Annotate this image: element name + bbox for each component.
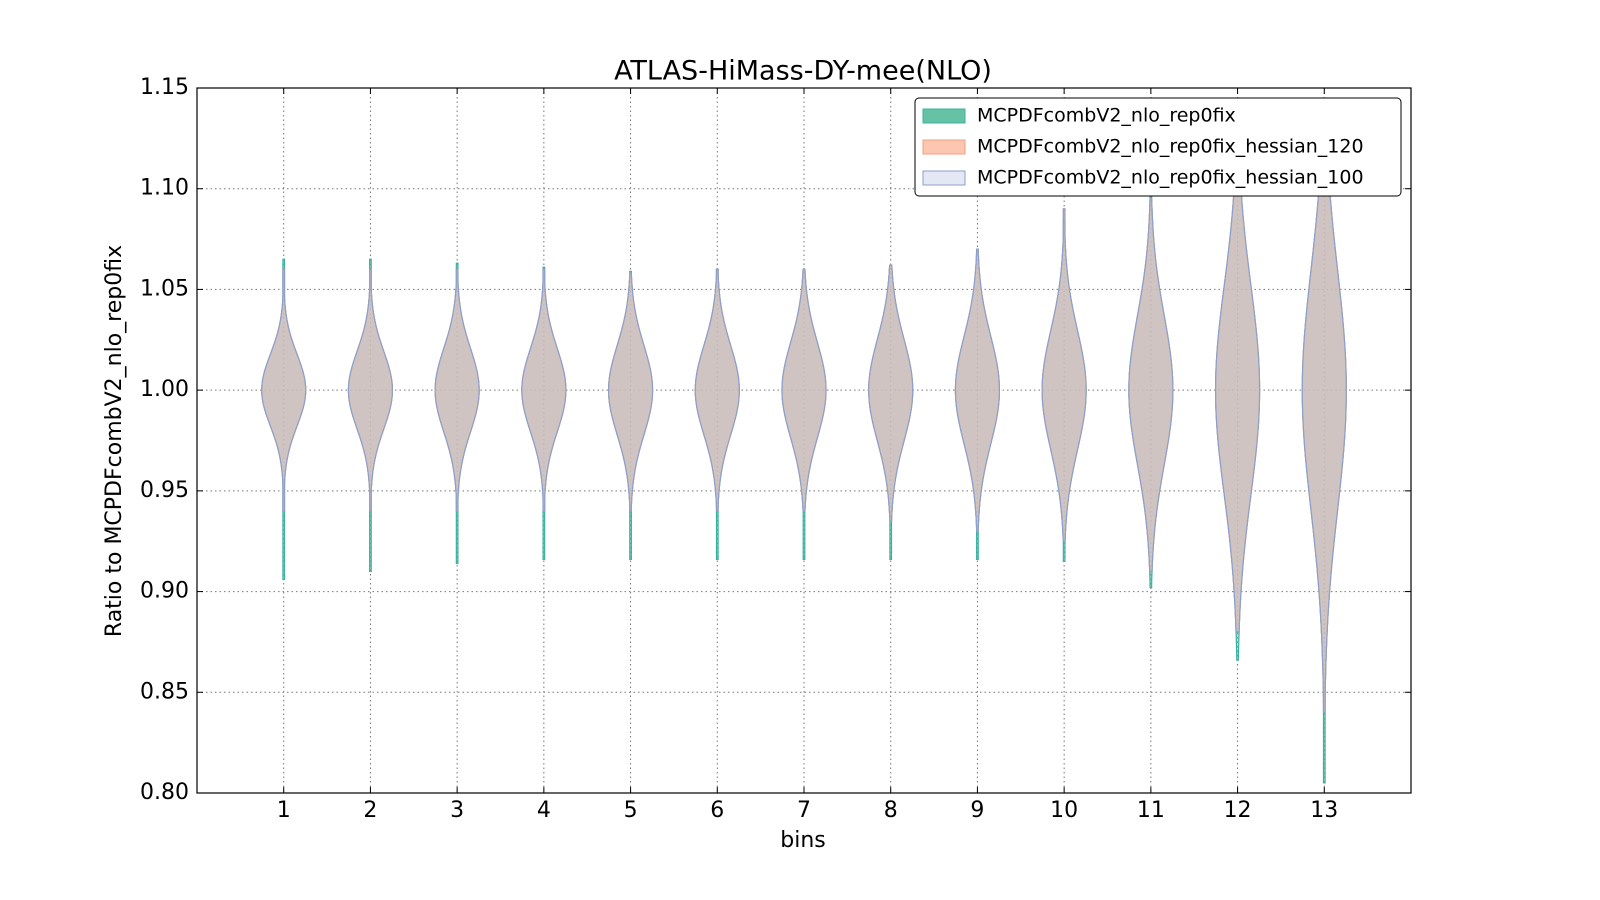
violin: [868, 264, 914, 522]
chart-title: ATLAS-HiMass-DY-mee(NLO): [614, 56, 992, 87]
y-tick-label: 0.80: [140, 780, 189, 805]
plot-frame: [196, 87, 1412, 794]
x-tick-label: 6: [710, 798, 724, 823]
y-tick-label: 1.15: [140, 75, 189, 100]
y-tick-label: 1.00: [140, 377, 189, 402]
violin: [781, 268, 827, 512]
violin: [1041, 208, 1087, 542]
x-tick-label: 7: [797, 798, 811, 823]
y-tick-label: 1.05: [140, 276, 189, 301]
legend-swatch: [922, 170, 966, 186]
x-tick-label: 10: [1050, 798, 1078, 823]
x-tick-label: 8: [884, 798, 898, 823]
x-axis-label: bins: [780, 828, 825, 853]
legend-label: MCPDFcombV2_nlo_rep0fix_hessian_100: [977, 167, 1364, 189]
x-tick-label: 2: [363, 798, 377, 823]
x-tick-label: 11: [1137, 798, 1165, 823]
y-tick-label: 0.85: [140, 679, 189, 704]
violin: [434, 268, 480, 512]
legend-label: MCPDFcombV2_nlo_rep0fix_hessian_120: [977, 136, 1364, 158]
legend: MCPDFcombV2_nlo_rep0fix MCPDFcombV2_nlo_r…: [914, 97, 1402, 197]
violin: [1301, 107, 1347, 714]
violin: [694, 268, 740, 512]
x-tick-label: 5: [624, 798, 638, 823]
x-tick-label: 4: [537, 798, 551, 823]
y-tick-label: 1.10: [140, 176, 189, 201]
violin: [521, 268, 567, 512]
y-tick-label: 0.95: [140, 478, 189, 503]
x-tick-label: 9: [970, 798, 984, 823]
y-tick-label: 0.90: [140, 579, 189, 604]
x-tick-label: 3: [450, 798, 464, 823]
violin: [1214, 167, 1261, 633]
violin: [607, 272, 654, 512]
legend-swatch: [922, 108, 966, 124]
legend-label: MCPDFcombV2_nlo_rep0fix: [977, 105, 1236, 127]
y-axis-label: Ratio to MCPDFcombV2_nlo_rep0fix: [102, 245, 127, 637]
x-tick-label: 13: [1310, 798, 1338, 823]
x-tick-label: 12: [1224, 798, 1252, 823]
violin: [954, 248, 1001, 532]
legend-box: [914, 97, 1402, 197]
violin: [261, 268, 307, 512]
x-tick-label: 1: [277, 798, 291, 823]
violin: [347, 268, 394, 512]
legend-swatch: [922, 139, 966, 155]
violin: [1128, 198, 1174, 573]
